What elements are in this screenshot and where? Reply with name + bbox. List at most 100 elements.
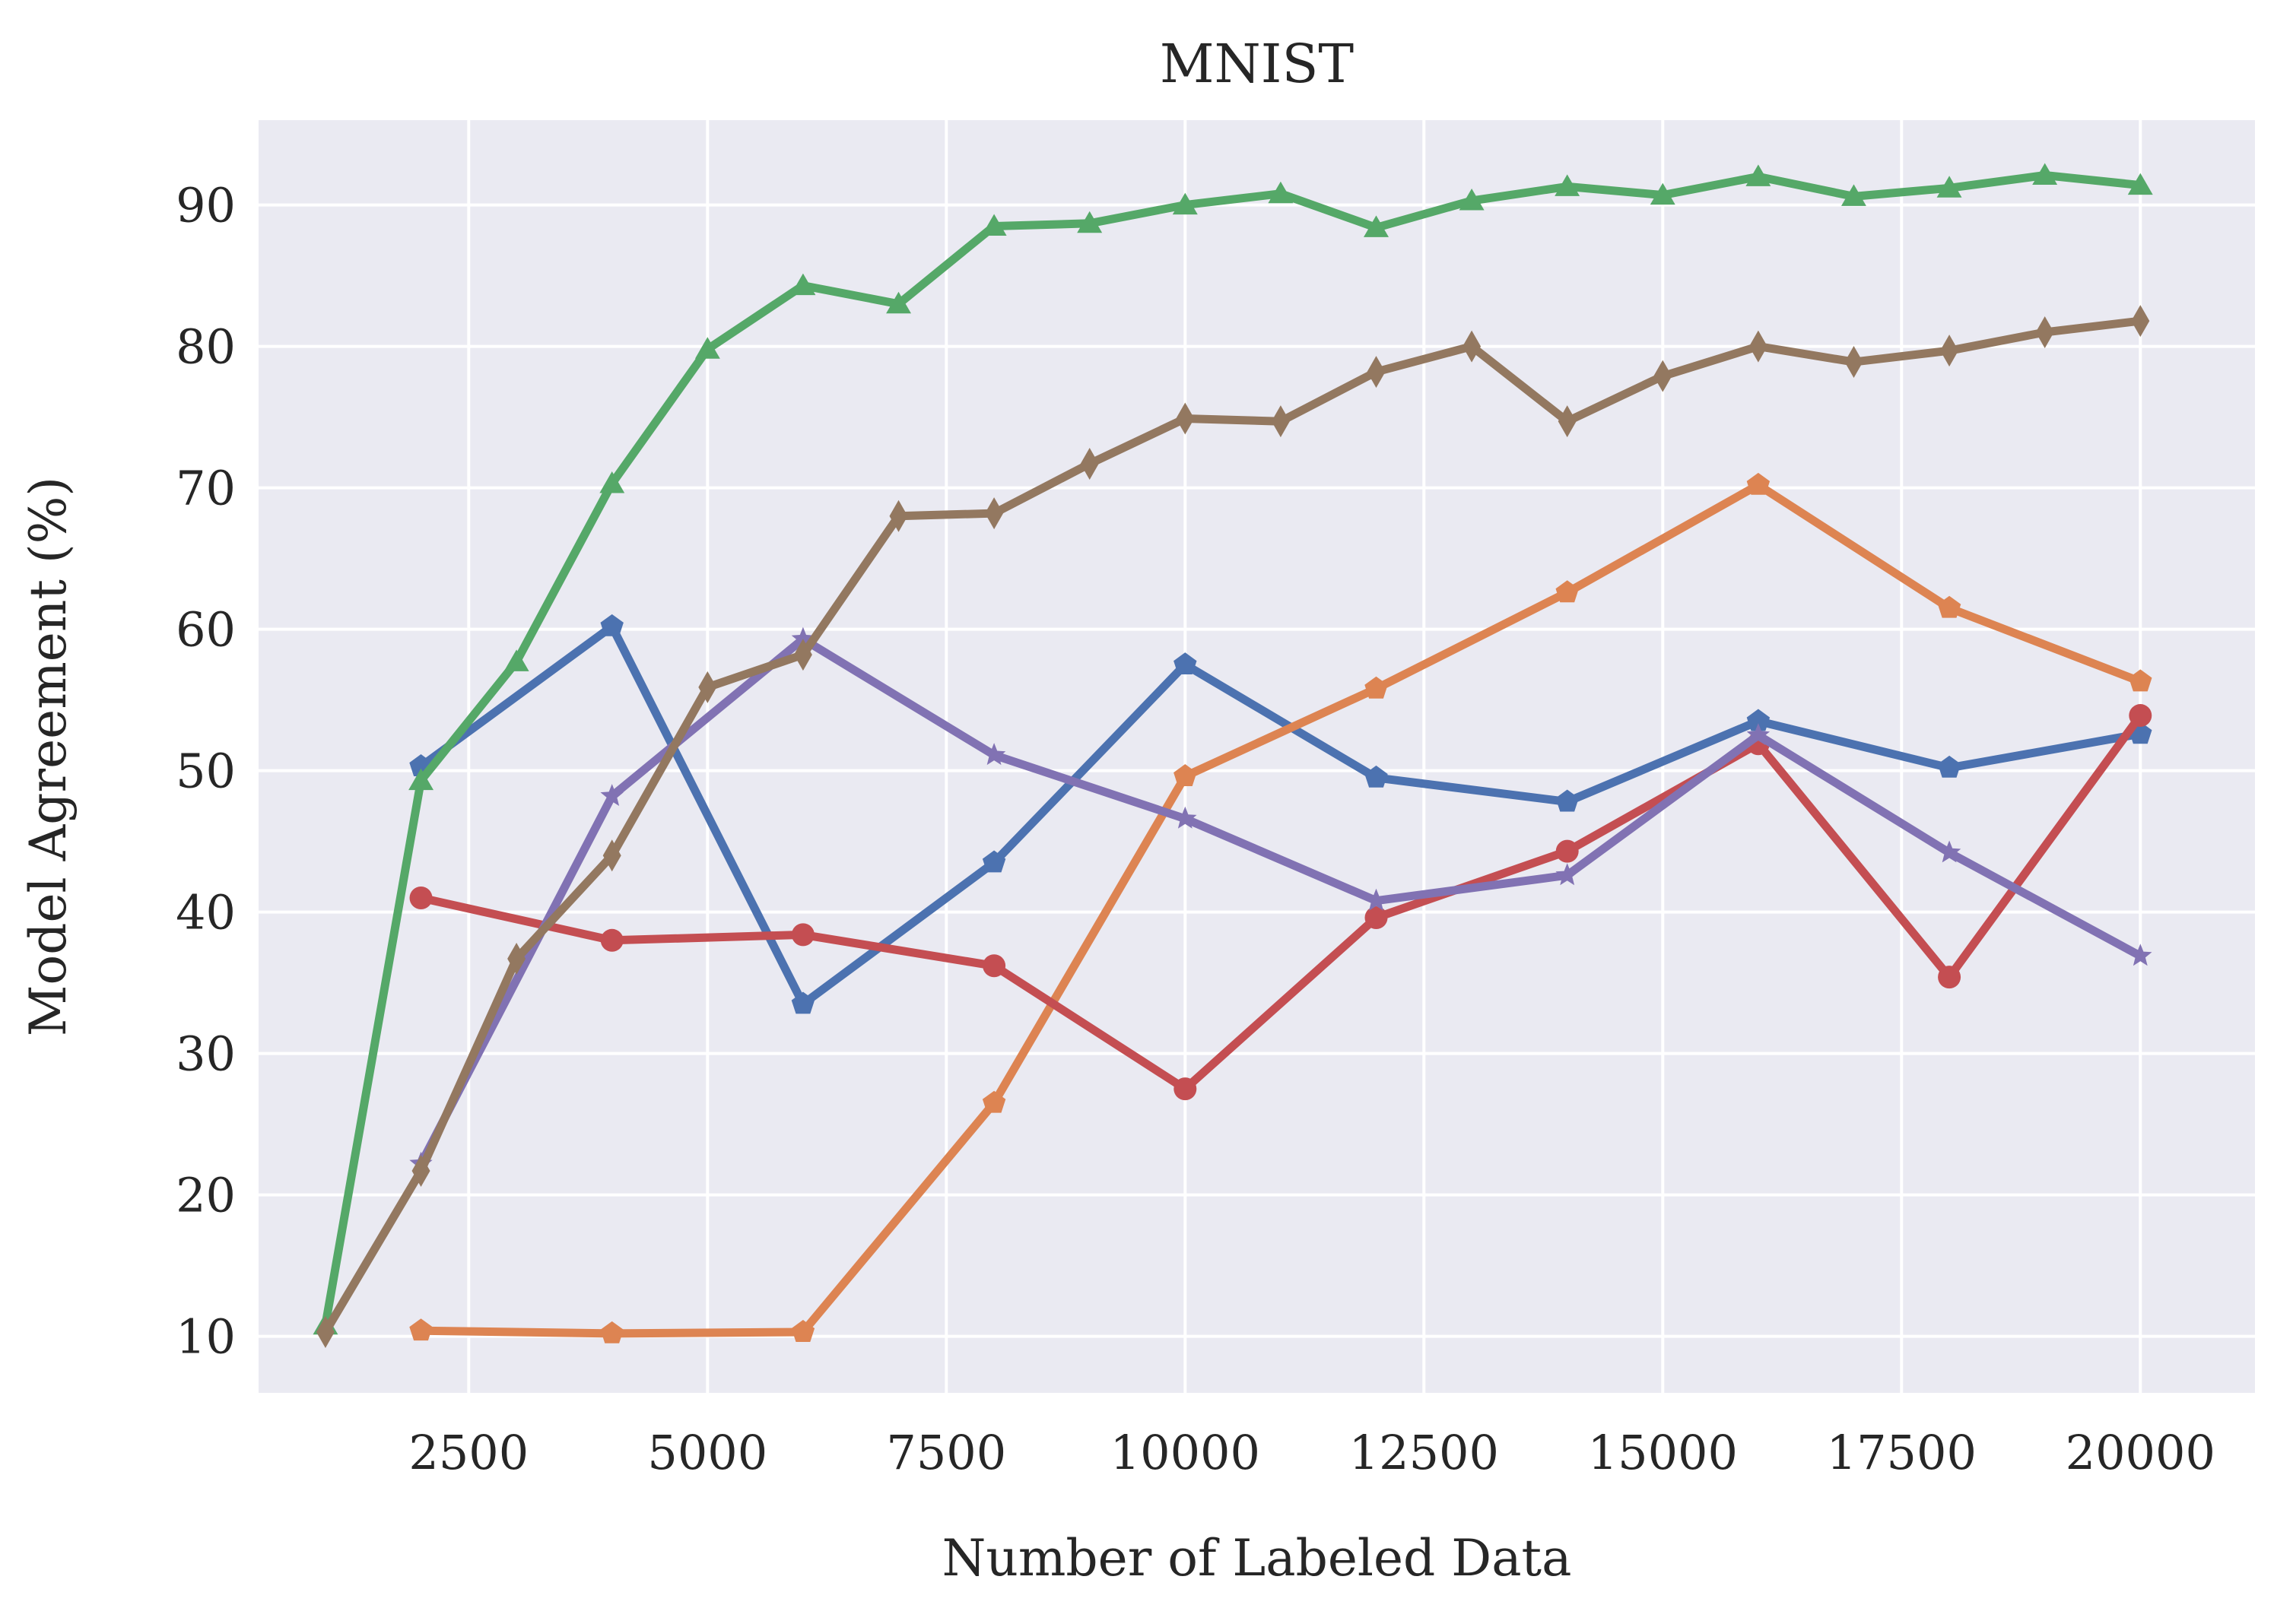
data-point [1555,580,1579,603]
data-point [1940,335,1959,367]
data-point [507,942,526,975]
data-point [316,1316,335,1349]
data-point [411,1154,430,1187]
x-tick-label: 5000 [647,1425,767,1480]
series-1 [409,614,2152,1014]
data-point [1650,182,1675,205]
y-tick-label: 40 [176,885,236,940]
data-point [409,1318,433,1341]
data-point [694,337,720,359]
x-tick-label: 7500 [886,1425,1006,1480]
data-point [1748,330,1767,363]
data-point [1364,765,1388,788]
data-point [1364,215,1389,237]
data-point [982,1090,1006,1113]
data-point [1271,405,1290,438]
y-tick-label: 10 [176,1309,236,1365]
data-point [2032,163,2058,185]
data-point [409,887,433,909]
data-point [1937,595,1961,618]
series-6 [316,305,2150,1349]
data-point [1555,789,1579,812]
data-point [1746,709,1771,731]
data-point [2129,944,2152,966]
data-point [982,743,1006,766]
data-point [1937,755,1961,778]
data-point [985,497,1004,530]
data-point [599,471,625,493]
data-point [1936,176,1962,198]
data-point [791,626,815,649]
data-point [1938,966,1961,989]
chart-title: MNIST [1160,33,1354,95]
y-tick-label: 70 [176,461,236,516]
data-point [1080,447,1099,480]
data-point [1173,764,1197,786]
data-point [889,500,908,532]
data-point [1555,839,1579,863]
data-point [1558,405,1577,438]
y-tick-label: 30 [176,1026,236,1082]
data-point [791,991,815,1014]
y-tick-label: 20 [176,1168,236,1223]
series-3 [313,163,2153,1335]
data-point [2035,316,2054,348]
data-point [1173,652,1197,674]
data-point [408,768,434,791]
x-tick-label: 15000 [1588,1425,1738,1480]
data-point [886,291,911,314]
data-point [1653,360,1672,392]
series-line [417,481,2145,1338]
x-tick-label: 10000 [1110,1425,1260,1480]
data-point [983,954,1006,978]
x-tick-label: 17500 [1827,1425,1977,1480]
series-line [417,711,2145,1093]
data-point [2127,173,2153,195]
series-group [313,163,2153,1349]
series-4 [409,704,2152,1101]
data-point [600,784,624,806]
data-point [600,1321,624,1343]
data-point [1844,346,1863,379]
data-point [1364,676,1388,699]
data-point [791,923,815,947]
data-point [1459,189,1485,211]
y-tick-label: 80 [176,319,236,375]
data-point [1173,806,1197,829]
data-point [698,671,717,703]
x-tick-label: 2500 [408,1425,529,1480]
data-point [1555,174,1580,196]
data-point [1746,472,1771,495]
data-point [1555,863,1579,886]
x-tick-labels: 2500 5000 7500 10000 12500 15000 17500 20000 [408,1425,2215,1480]
data-point [1937,840,1961,863]
data-point [793,639,812,671]
plot-area [259,120,2255,1393]
data-point [1746,723,1771,745]
series-line [417,635,2145,1169]
y-axis-title: Model Agreement (%) [19,477,78,1036]
data-point [1463,330,1482,363]
data-point [600,614,624,636]
series-line [321,171,2145,1330]
data-point [2129,669,2152,692]
data-point [982,850,1006,873]
data-point [1173,1077,1197,1101]
y-tick-label: 90 [176,178,236,233]
data-point [602,839,621,872]
data-point [600,928,624,952]
y-tick-labels: 10 20 30 40 50 60 70 80 90 [176,178,236,1365]
data-point [1367,356,1386,389]
y-tick-label: 60 [176,602,236,658]
data-point [1841,184,1866,206]
data-point [2129,704,2152,728]
data-point [981,214,1007,236]
y-tick-label: 50 [176,744,236,799]
data-point [1172,192,1198,215]
data-point [1745,164,1771,186]
series-line [417,622,2145,1008]
series-line [321,316,2145,1337]
x-tick-label: 12500 [1349,1425,1499,1480]
